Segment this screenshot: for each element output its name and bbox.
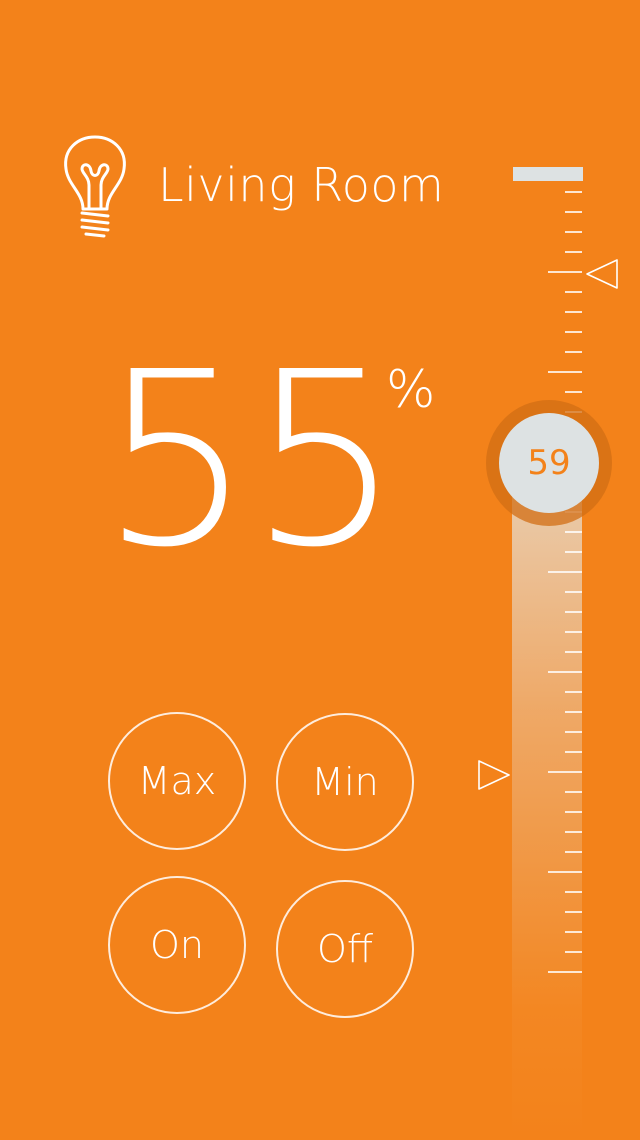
room-title: Living Room — [158, 158, 445, 212]
min-button[interactable]: Min — [276, 713, 414, 851]
brightness-value: 55 — [100, 320, 401, 600]
percent-unit: % — [386, 360, 436, 420]
max-button[interactable]: Max — [108, 712, 246, 850]
triangle-left-icon — [586, 259, 618, 289]
slider-scale — [548, 191, 582, 973]
triangle-right-icon — [478, 760, 510, 790]
off-button[interactable]: Off — [276, 880, 414, 1018]
brightness-slider[interactable]: 59 — [470, 150, 640, 1140]
light-bulb-icon — [64, 135, 126, 238]
slider-handle[interactable]: 59 — [499, 413, 599, 513]
slider-top-cap — [513, 167, 583, 181]
on-button[interactable]: On — [108, 876, 246, 1014]
slider-fill — [512, 480, 582, 1140]
